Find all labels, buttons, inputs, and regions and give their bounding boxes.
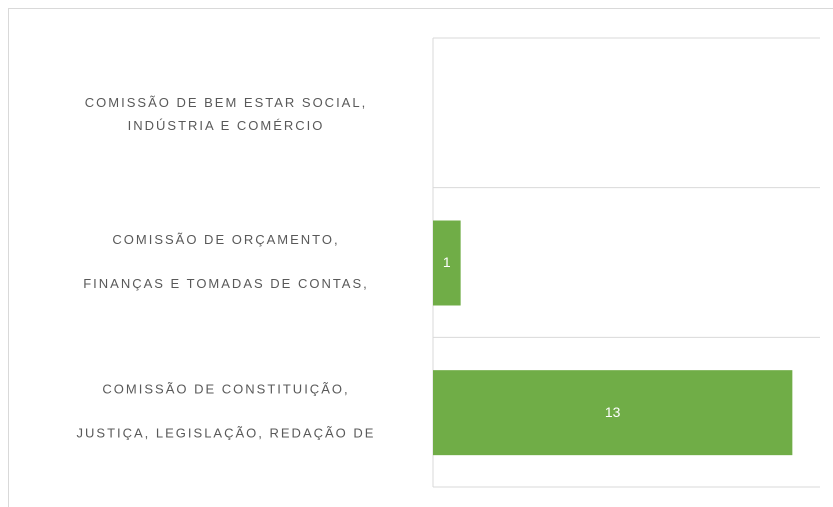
category-label: COMISSÃO DE CONSTITUIÇÃO, [102,382,349,397]
category-label: INDÚSTRIA E COMÉRCIO [128,118,325,133]
category-label: JUSTIÇA, LEGISLAÇÃO, REDAÇÃO DE [77,426,376,441]
bar [433,220,461,306]
category-label: FINANÇAS E TOMADAS DE CONTAS, [83,276,369,291]
bar [433,370,793,456]
data-label: 1 [443,254,451,270]
category-label: COMISSÃO DE BEM ESTAR SOCIAL, [85,95,367,110]
data-label: 13 [605,404,621,420]
category-label: COMISSÃO DE ORÇAMENTO, [112,232,339,247]
